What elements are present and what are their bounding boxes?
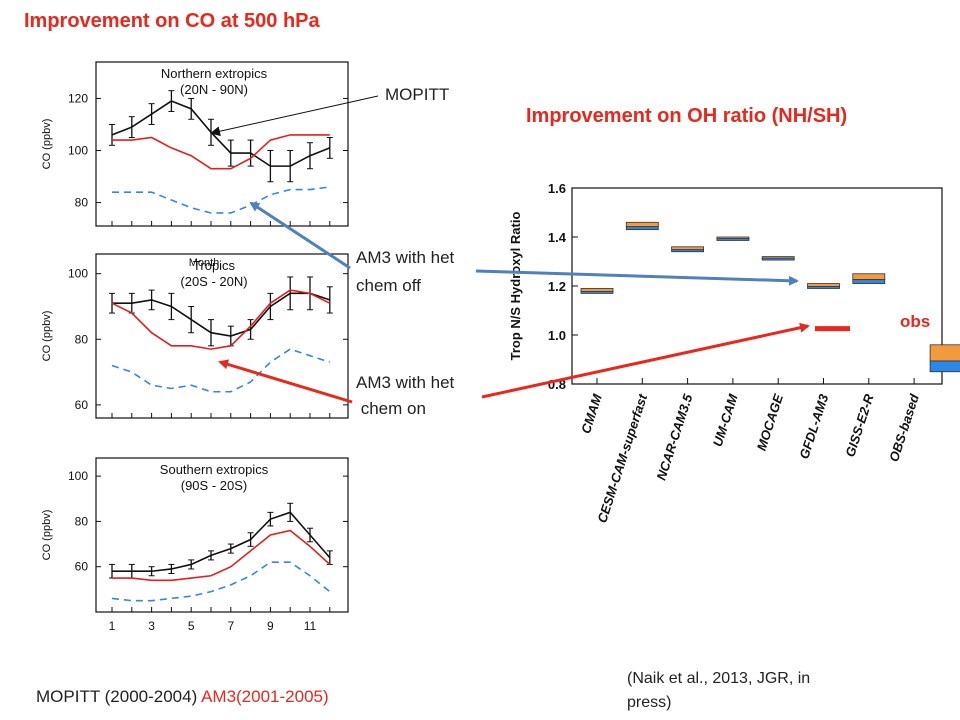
category-label: GISS-E2-R [842, 392, 877, 459]
mopitt-line [112, 292, 331, 337]
category-label: CESM-CAM-superfast [594, 392, 650, 525]
x-tick-label: 9 [267, 619, 274, 633]
het-on-arrow-left [218, 359, 353, 404]
model-range-bar-lower [716, 238, 750, 241]
footer-legend: MOPITT (2000-2004) AM3(2001-2005) [36, 686, 329, 708]
citation-line1: (Naik et al., 2013, JGR, in [627, 670, 811, 687]
right-title: Improvement on OH ratio (NH/SH) [526, 105, 848, 127]
model-range-bar-lower [852, 279, 886, 284]
annotation-arrows [210, 95, 810, 404]
panel-frame [95, 457, 349, 613]
y-axis-label: CO (ppbv) [41, 510, 53, 561]
x-tick-label: 3 [148, 619, 155, 633]
panel-title-line: (20S - 20N) [180, 274, 247, 289]
panel-title-line: (90S - 20S) [181, 478, 247, 493]
x-tick-label: 1 [109, 619, 116, 633]
y-tick-label: 120 [68, 91, 88, 105]
y-tick-label: 100 [68, 144, 88, 158]
model-range-bar-upper [807, 283, 840, 287]
model-range-bar-upper [625, 221, 659, 228]
het-off-label-line2: chem off [356, 276, 421, 295]
panel-title-line: Tropics [193, 258, 236, 273]
y-axis-label: CO (ppbv) [41, 119, 53, 170]
model-range-bar-lower [929, 360, 960, 373]
het-off-label-line1: AM3 with het [356, 248, 455, 267]
model-range-bar-lower [580, 290, 614, 294]
y-tick-label: 80 [75, 196, 89, 210]
co-panel-2: Tropics(20S - 20N) 60 80 100 CO (ppbv) [41, 253, 349, 419]
model-range-bar-upper [929, 344, 960, 362]
co-panel-1: Northern extropics(20N - 90N) 80 100 120 Mon… [41, 61, 349, 269]
obs-label: obs [900, 312, 931, 331]
x-axis-label: Month [189, 257, 220, 269]
model-range-bar-upper [580, 288, 614, 292]
panel-frame [95, 61, 349, 227]
co-panel-3: Southern extropics(90S - 20S) 60 80 100 1 3 5 7… [41, 457, 349, 633]
co-panels: Northern extropics(20N - 90N) 80 100 120 Mon… [41, 61, 349, 633]
category-label: NCAR-CAM3.5 [654, 392, 696, 483]
panel-title-line: Northern extropics [161, 66, 268, 81]
footer-am3: AM3(2001-2005) [201, 687, 329, 706]
y-axis-label: Trop N/S Hydroxyl Ratio [508, 212, 523, 361]
y-tick-label: 1.2 [548, 279, 566, 294]
category-label: MOCAGE [754, 392, 786, 453]
x-tick-label: 11 [304, 619, 317, 633]
y-tick-label: 100 [68, 267, 88, 281]
panel-title-line: Southern extropics [160, 462, 269, 477]
het-on-label-line2: chem on [356, 399, 426, 418]
y-tick-label: 60 [75, 398, 89, 412]
mopitt-line [112, 511, 331, 573]
mopitt-pointer [210, 95, 379, 137]
category-label: OBS-based [886, 391, 922, 463]
left-title: Improvement on CO at 500 hPa [24, 10, 320, 32]
mopitt-callout: MOPITT [385, 85, 450, 104]
model-range-bar-lower [761, 257, 795, 261]
het-off-arrow-left [249, 201, 351, 270]
het-on-arrow-right [481, 322, 810, 399]
y-tick-label: 80 [75, 514, 89, 528]
citation-line2: press) [627, 694, 672, 711]
am3-het-on-line [112, 529, 331, 582]
model-range-bar-lower [807, 286, 840, 289]
model-range-bar-upper [671, 246, 704, 251]
am3-het-off-line [112, 186, 330, 214]
het-off-arrow-right [475, 269, 799, 286]
category-label: GFDL-AM3 [796, 392, 831, 461]
y-tick-label: 60 [75, 560, 89, 574]
model-range-bar-upper [852, 273, 886, 281]
am3-het-off-line [111, 561, 331, 602]
footer-mopitt: MOPITT (2000-2004) [36, 687, 198, 706]
y-tick-label: 80 [75, 332, 89, 346]
x-tick-label: 5 [188, 619, 195, 633]
panel-frame [95, 253, 349, 419]
model-range-bar-lower [625, 226, 659, 231]
y-tick-label: 1.6 [548, 181, 566, 196]
am3-het-on-line [111, 289, 331, 350]
y-axis-label: CO (ppbv) [41, 311, 53, 362]
y-tick-label: 1.0 [548, 328, 566, 343]
am3-het-on-line [112, 134, 330, 170]
y-tick-label: 1.4 [548, 230, 567, 245]
mopitt-line [111, 100, 331, 167]
am3-het-off-line [111, 348, 331, 393]
model-range-bar-lower [671, 249, 704, 253]
y-tick-label: 100 [68, 469, 88, 483]
het-on-label-line1: AM3 with het [356, 373, 455, 392]
category-label: UM-CAM [710, 391, 741, 448]
panel-title-line: (20N - 90N) [180, 82, 248, 97]
bar-chart-frame [571, 187, 943, 385]
category-label: CMAM [578, 391, 605, 435]
x-tick-label: 7 [227, 619, 234, 633]
